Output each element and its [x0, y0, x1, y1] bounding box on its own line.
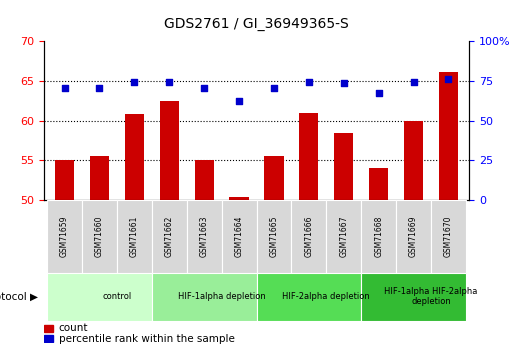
Bar — [44, 325, 53, 332]
Bar — [291, 200, 326, 273]
Text: GSM71662: GSM71662 — [165, 216, 174, 257]
Point — [95, 86, 104, 91]
Bar — [431, 200, 466, 273]
Point — [270, 86, 278, 91]
Bar — [404, 121, 423, 200]
Bar — [256, 200, 291, 273]
Text: GSM71667: GSM71667 — [339, 216, 348, 257]
Point — [61, 86, 69, 91]
Bar — [326, 200, 361, 273]
Text: GSM71661: GSM71661 — [130, 216, 139, 257]
Bar — [160, 101, 179, 200]
Text: HIF-2alpha depletion: HIF-2alpha depletion — [283, 292, 370, 301]
Bar — [256, 273, 361, 321]
Bar — [125, 115, 144, 200]
Bar — [47, 273, 152, 321]
Text: protocol ▶: protocol ▶ — [0, 292, 38, 302]
Bar — [361, 200, 396, 273]
Point — [200, 86, 208, 91]
Point — [374, 90, 383, 96]
Text: HIF-1alpha HIF-2alpha
depletion: HIF-1alpha HIF-2alpha depletion — [384, 287, 478, 306]
Text: count: count — [58, 323, 88, 333]
Bar — [187, 200, 222, 273]
Point — [130, 79, 139, 85]
Bar — [90, 156, 109, 200]
Bar — [152, 200, 187, 273]
Point — [444, 77, 452, 82]
Point — [409, 79, 418, 85]
Bar — [82, 200, 117, 273]
Bar — [299, 113, 319, 200]
Text: GSM71670: GSM71670 — [444, 216, 453, 257]
Bar — [334, 132, 353, 200]
Text: HIF-1alpha depletion: HIF-1alpha depletion — [177, 292, 265, 301]
Bar — [222, 200, 256, 273]
Bar — [55, 160, 74, 200]
Text: GSM71665: GSM71665 — [269, 216, 279, 257]
Text: GSM71660: GSM71660 — [95, 216, 104, 257]
Text: percentile rank within the sample: percentile rank within the sample — [58, 334, 234, 344]
Bar — [264, 156, 284, 200]
Bar — [47, 200, 82, 273]
Point — [340, 81, 348, 86]
Text: GSM71669: GSM71669 — [409, 216, 418, 257]
Text: GSM71659: GSM71659 — [60, 216, 69, 257]
Bar — [44, 335, 53, 342]
Text: GSM71668: GSM71668 — [374, 216, 383, 257]
Point — [235, 98, 243, 104]
Bar — [369, 168, 388, 200]
Text: GSM71663: GSM71663 — [200, 216, 209, 257]
Point — [165, 79, 173, 85]
Bar — [439, 71, 458, 200]
Bar — [152, 273, 256, 321]
Bar — [229, 197, 249, 200]
Bar — [396, 200, 431, 273]
Point — [305, 79, 313, 85]
Bar — [194, 160, 214, 200]
Text: GDS2761 / GI_36949365-S: GDS2761 / GI_36949365-S — [164, 17, 349, 31]
Bar — [117, 200, 152, 273]
Text: GSM71664: GSM71664 — [234, 216, 244, 257]
Text: GSM71666: GSM71666 — [304, 216, 313, 257]
Bar — [361, 273, 466, 321]
Text: control: control — [102, 292, 131, 301]
